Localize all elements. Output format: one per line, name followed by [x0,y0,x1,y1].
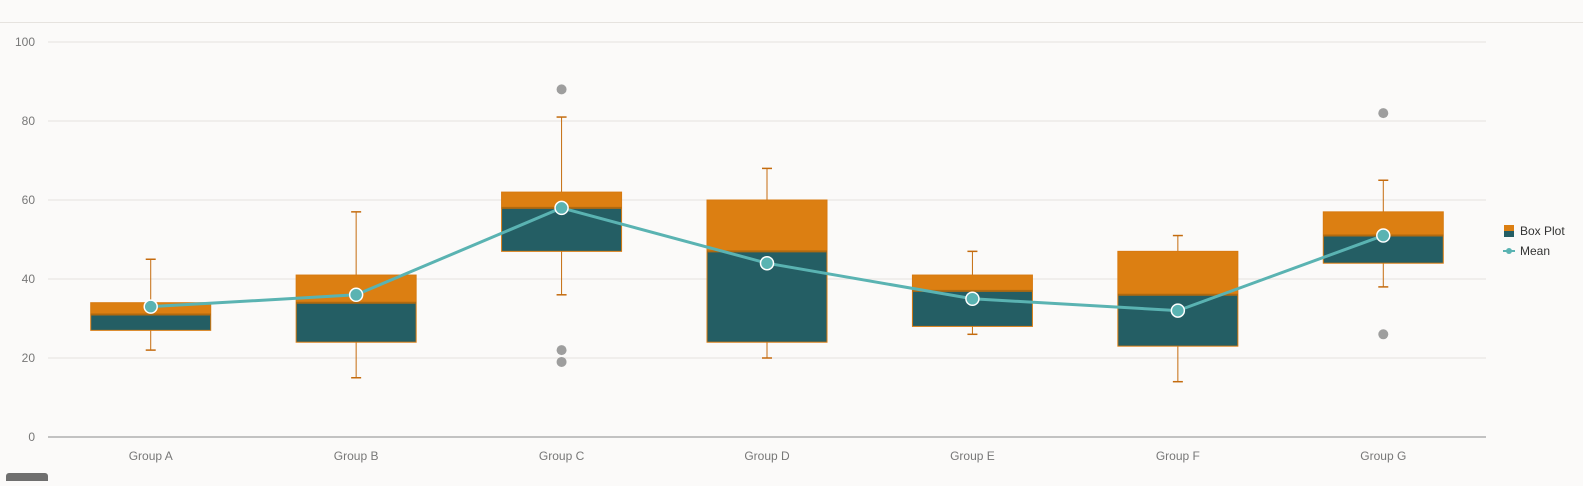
outlier-point [556,345,567,356]
box-upper-half [707,200,827,252]
mean-point [348,287,364,303]
mean-point [1376,228,1391,243]
top-border [0,22,1583,23]
x-tick-label: Group B [334,449,379,463]
x-tick-label: Group G [1360,449,1406,463]
box-upper-half [1117,251,1238,295]
x-tick-label: Group C [539,449,585,463]
x-tick-label: Group F [1156,449,1200,463]
x-tick-label: Group A [129,449,173,463]
y-tick-label: 0 [28,430,35,444]
legend-label-mean: Mean [1520,244,1550,258]
y-tick-label: 60 [22,193,36,207]
mean-point [965,291,980,306]
box-lower-half [1117,294,1238,347]
legend-swatch-box-upper [1504,225,1514,231]
box-outline [501,191,623,252]
mean-point [1170,303,1186,318]
box-outline [1117,250,1239,347]
outlier-point [556,84,567,95]
box-outline [1322,211,1444,264]
box-upper-half [1323,211,1444,236]
box-upper-half [501,192,622,208]
y-tick-label: 40 [22,272,36,286]
box-outline [295,274,417,343]
corner-tab [6,473,48,481]
outlier-point [1378,329,1389,340]
y-tick-label: 20 [22,351,36,365]
x-tick-label: Group D [744,449,790,463]
mean-point [554,200,569,216]
y-tick-label: 80 [22,114,36,128]
legend-swatch-box-lower [1504,231,1514,237]
mean-point [759,255,775,271]
x-tick-label: Group E [950,449,995,463]
outlier-point [1378,108,1389,119]
outlier-point [556,356,567,367]
box-upper-half [912,275,1033,291]
box-outline [706,199,828,343]
y-tick-label: 100 [15,35,35,49]
box-lower-half [296,302,417,343]
mean-point [143,299,158,314]
legend-label-box-plot: Box Plot [1520,224,1565,238]
legend-swatch-mean-dot [1506,248,1512,254]
box-lower-half [90,314,211,331]
